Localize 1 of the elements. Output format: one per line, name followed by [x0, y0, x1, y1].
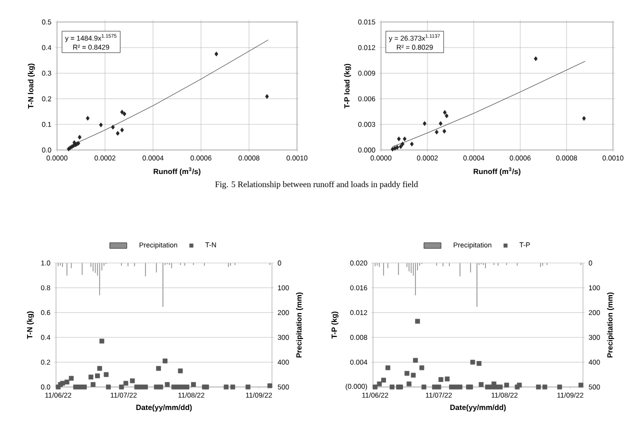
caption: Fig. 5 Relationship between runoff and loads in paddy field: [215, 181, 418, 189]
